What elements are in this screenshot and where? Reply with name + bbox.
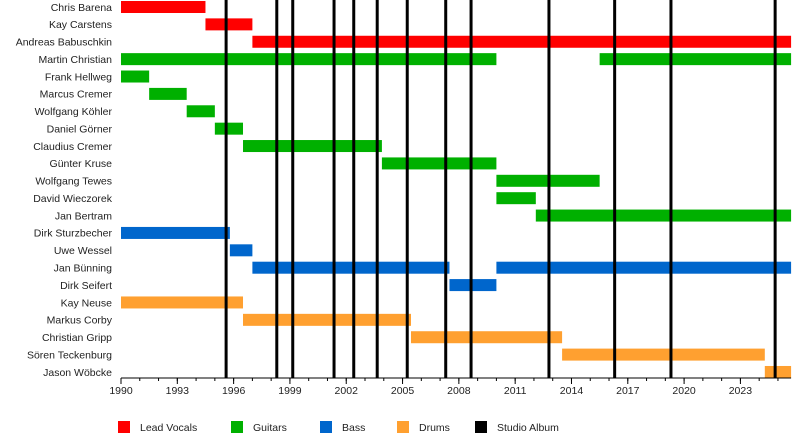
member-label: Kay Carstens xyxy=(49,19,112,31)
member-label: Chris Barena xyxy=(51,2,112,14)
x-tick-label: 2023 xyxy=(729,385,753,397)
member-bar xyxy=(121,296,244,309)
member-label: Jan Bertram xyxy=(55,210,112,222)
x-tick-label: 2002 xyxy=(335,385,359,397)
legend-swatch xyxy=(118,421,130,433)
member-label: Daniel Görner xyxy=(47,123,113,135)
member-label: Dirk Seifert xyxy=(60,280,112,292)
member-label: Jan Bünning xyxy=(54,263,113,275)
legend-swatch xyxy=(320,421,332,433)
member-label: Sören Teckenburg xyxy=(27,349,112,361)
legend-swatch xyxy=(231,421,243,433)
member-label: Uwe Wessel xyxy=(54,245,112,257)
member-label: Christian Gripp xyxy=(42,332,112,344)
x-tick-label: 2020 xyxy=(672,385,696,397)
member-bar xyxy=(121,70,150,83)
x-tick-label: 1999 xyxy=(278,385,302,397)
member-bar xyxy=(121,53,497,66)
member-bar xyxy=(205,18,253,31)
member-label: Andreas Babuschkin xyxy=(16,37,112,49)
member-label: David Wieczorek xyxy=(33,193,113,205)
member-label: Markus Corby xyxy=(47,315,113,327)
legend-swatch xyxy=(397,421,409,433)
member-label: Kay Neuse xyxy=(61,297,113,309)
member-bar xyxy=(764,365,792,378)
legend-label: Lead Vocals xyxy=(140,422,197,434)
member-label: Marcus Cremer xyxy=(40,89,113,101)
member-label: Wolfgang Tewes xyxy=(35,176,112,188)
member-bar xyxy=(449,279,497,292)
member-bar xyxy=(186,105,215,118)
x-tick-label: 2011 xyxy=(504,385,527,397)
member-bar xyxy=(410,331,563,344)
x-tick-label: 2014 xyxy=(560,385,584,397)
member-bar xyxy=(381,157,497,170)
legend-label: Bass xyxy=(342,422,365,434)
x-tick-label: 2008 xyxy=(447,385,471,397)
member-bar xyxy=(535,209,792,222)
legend-label: Studio Album xyxy=(497,422,559,434)
x-tick-label: 2005 xyxy=(391,385,415,397)
x-tick-label: 1990 xyxy=(109,385,133,397)
member-label: Jason Wöbcke xyxy=(43,367,112,379)
member-bar xyxy=(252,261,450,274)
member-bar xyxy=(599,53,792,66)
member-bar xyxy=(214,122,244,135)
member-label: Günter Kruse xyxy=(50,158,113,170)
member-bar xyxy=(243,140,382,153)
legend-label: Drums xyxy=(419,422,450,434)
member-label: Frank Hellweg xyxy=(45,71,112,83)
member-label: Dirk Sturzbecher xyxy=(34,228,113,240)
member-bar xyxy=(496,192,536,205)
member-label: Wolfgang Köhler xyxy=(35,106,113,118)
member-bar xyxy=(121,1,206,13)
x-tick-label: 2017 xyxy=(616,385,640,397)
member-bar xyxy=(121,226,230,239)
legend-label: Guitars xyxy=(253,422,287,434)
member-bar xyxy=(149,87,187,100)
legend-swatch xyxy=(475,421,487,433)
member-label: Claudius Cremer xyxy=(33,141,112,153)
member-bar xyxy=(243,313,411,326)
member-bar xyxy=(496,261,792,274)
member-bar xyxy=(229,244,253,257)
x-tick-label: 1996 xyxy=(222,385,246,397)
member-bar xyxy=(562,348,765,361)
x-tick-label: 1993 xyxy=(166,385,190,397)
member-label: Martin Christian xyxy=(38,54,112,66)
member-bar xyxy=(252,35,792,48)
